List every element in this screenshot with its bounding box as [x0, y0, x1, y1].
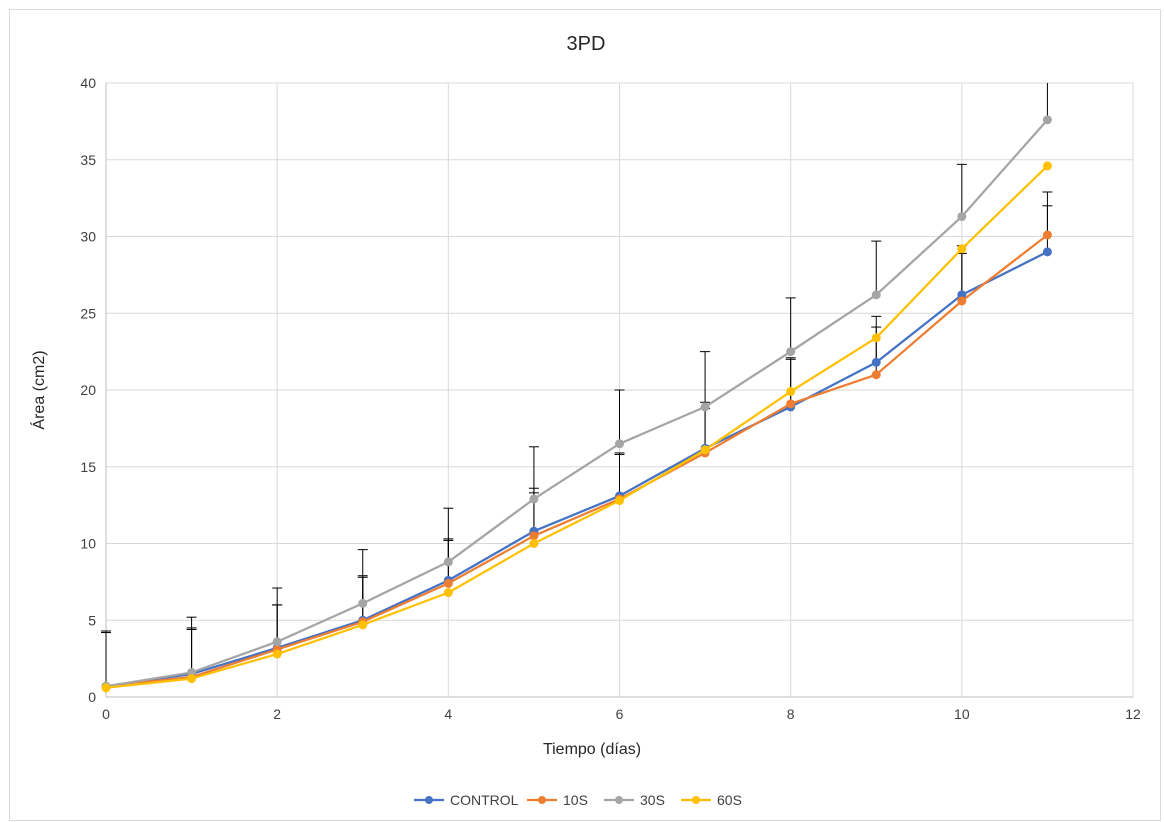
data-point-10s [786, 399, 796, 409]
grid-layer [106, 82, 1134, 697]
data-point-30s [957, 212, 967, 222]
y-tick-label: 25 [80, 305, 96, 321]
data-point-30s [529, 494, 539, 504]
chart-svg: 3PD 0 5 10 15 20 25 30 35 40 0 2 4 6 8 10 12 Tiempo (dí… [29, 33, 1141, 808]
series-line-30s [105, 119, 1049, 688]
data-point-60s [615, 496, 624, 506]
legend-label-control: CONTROL [450, 792, 519, 808]
legend-item-60s: 60S [681, 792, 742, 808]
data-point-30s [358, 598, 368, 608]
y-tick-label: 0 [88, 689, 96, 705]
y-axis-title: Área (cm2) [29, 350, 48, 429]
data-point-10s [957, 296, 967, 306]
x-tick-label: 4 [444, 706, 452, 722]
x-tick-label: 0 [102, 706, 110, 722]
x-axis-title: Tiempo (días) [543, 741, 641, 758]
data-point-10s [443, 578, 453, 588]
y-tick-label: 30 [80, 229, 96, 245]
data-point-10s [1042, 230, 1052, 240]
series-line-10s [105, 234, 1049, 688]
data-point-30s [1042, 115, 1052, 125]
y-tick-label: 5 [88, 612, 96, 628]
data-point-60s [957, 244, 967, 254]
legend-marker-60s [692, 796, 700, 804]
data-point-60s [700, 445, 710, 455]
y-tick-label: 15 [80, 459, 96, 475]
data-point-60s [529, 539, 539, 548]
legend-item-control: CONTROL [414, 792, 519, 808]
y-tick-label: 40 [80, 75, 96, 91]
legend-marker-control [425, 796, 433, 804]
chart-title: 3PD [567, 33, 606, 55]
y-tick-label: 20 [80, 382, 96, 398]
data-point-control [1042, 247, 1052, 257]
data-point-60s [358, 620, 368, 630]
series-line-60s [105, 165, 1049, 689]
legend-marker-30s [615, 796, 623, 804]
data-point-30s [272, 637, 282, 647]
data-point-60s [272, 649, 282, 659]
legend-label-60s: 60S [717, 792, 742, 808]
legend-label-30s: 30S [640, 792, 665, 808]
data-point-30s [700, 402, 710, 412]
x-tick-label: 8 [787, 706, 795, 722]
data-point-60s [1042, 161, 1052, 171]
series-layer [101, 115, 1052, 693]
legend: CONTROL 10S 30S 60S [414, 792, 742, 808]
data-point-60s [871, 333, 881, 343]
x-tick-label: 12 [1125, 706, 1141, 722]
data-point-30s [786, 347, 796, 357]
data-point-60s [786, 387, 796, 397]
data-point-60s [187, 674, 197, 684]
data-point-60s [443, 588, 453, 598]
series-line-control [105, 250, 1048, 688]
legend-item-10s: 10S [527, 792, 588, 808]
x-tick-label: 6 [616, 706, 624, 722]
data-point-30s [615, 439, 624, 449]
y-tick-label: 10 [80, 536, 96, 552]
axis-layer: 0 5 10 15 20 25 30 35 40 0 2 4 6 8 10 12 [80, 75, 1141, 722]
data-point-10s [871, 370, 881, 380]
chart-frame: 3PD 0 5 10 15 20 25 30 35 40 0 2 4 6 8 10 12 Tiempo (dí… [9, 9, 1161, 821]
legend-label-10s: 10S [563, 792, 588, 808]
x-tick-label: 10 [954, 706, 970, 722]
data-point-30s [871, 290, 881, 300]
data-point-control [871, 357, 881, 367]
error-bars [101, 83, 1053, 687]
x-tick-label: 2 [273, 706, 281, 722]
y-tick-label: 35 [80, 152, 96, 168]
data-point-30s [443, 557, 453, 567]
data-point-60s [101, 683, 111, 693]
data-point-10s [529, 531, 539, 541]
legend-marker-10s [538, 796, 546, 804]
legend-item-30s: 30S [604, 792, 665, 808]
